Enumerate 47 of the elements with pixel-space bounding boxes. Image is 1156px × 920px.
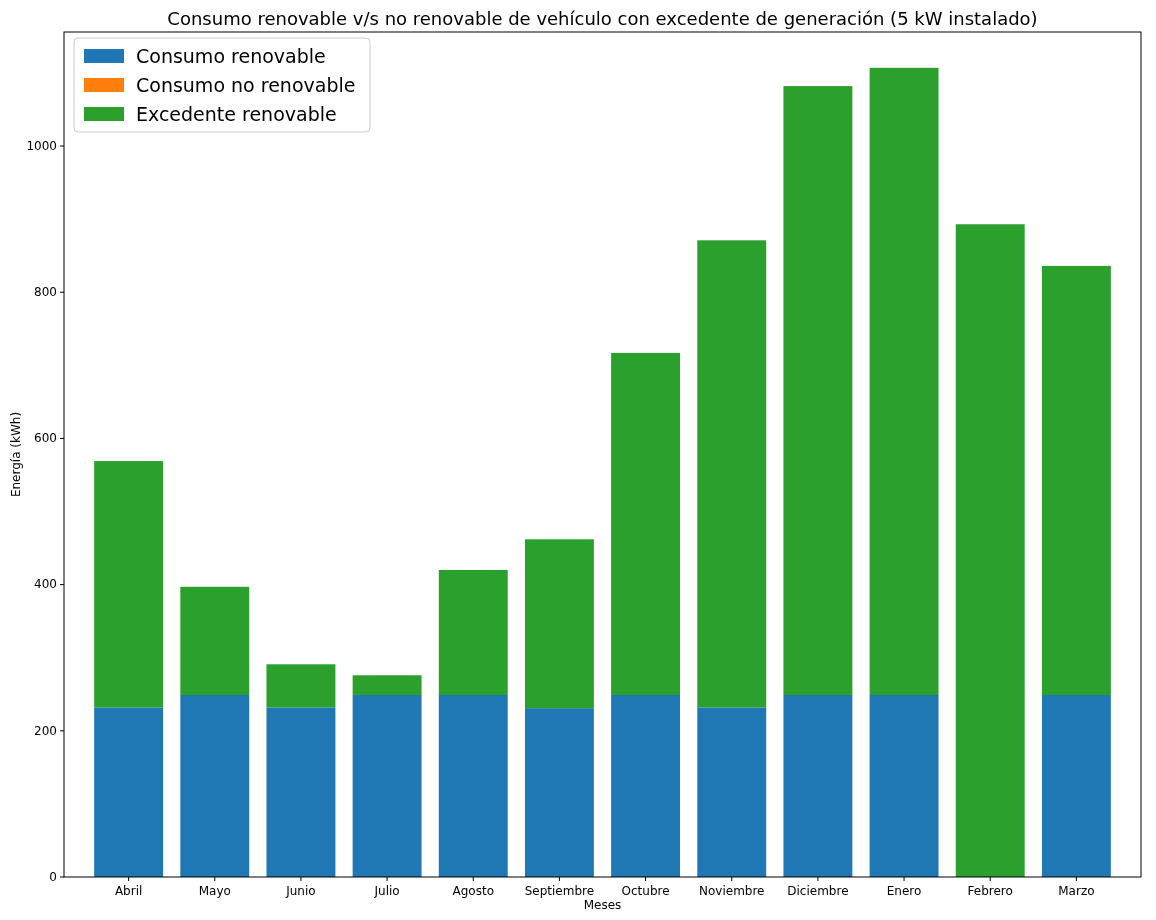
legend-label: Excedente renovable — [136, 102, 337, 125]
x-tick-label: Mayo — [198, 884, 231, 898]
y-axis-title: Energía (kWh) — [9, 411, 23, 498]
bar — [783, 694, 853, 877]
bar — [955, 224, 1025, 877]
x-tick-label: Octubre — [621, 884, 670, 898]
y-tick-label: 0 — [49, 869, 57, 884]
x-tick-label: Julio — [373, 884, 400, 898]
y-tick-label: 600 — [34, 431, 57, 446]
bar — [266, 664, 336, 708]
x-tick-label: Junio — [285, 884, 316, 898]
bar — [180, 586, 250, 695]
bar — [352, 694, 422, 877]
bar — [266, 707, 336, 877]
bar — [1041, 265, 1111, 695]
bar — [352, 675, 422, 695]
x-tick-label: Febrero — [967, 884, 1013, 898]
bar — [94, 461, 164, 708]
bar — [697, 707, 767, 877]
y-tick-label: 200 — [34, 723, 57, 738]
x-tick-label: Agosto — [452, 884, 494, 898]
x-axis-title: Meses — [583, 898, 622, 912]
x-tick-label: Diciembre — [787, 884, 849, 898]
bar — [1041, 694, 1111, 877]
bar — [783, 86, 853, 695]
bar — [180, 694, 250, 877]
x-tick-label: Septiembre — [524, 884, 595, 898]
y-tick-label: 800 — [34, 285, 57, 300]
y-tick-label: 1000 — [26, 138, 57, 153]
legend-label: Consumo no renovable — [136, 73, 356, 96]
bar — [697, 240, 767, 708]
bar — [94, 707, 164, 877]
x-tick-label: Enero — [886, 884, 922, 898]
bar — [524, 708, 594, 877]
chart-title: Consumo renovable v/s no renovable de vehículo con excedente de generación (5 kW instalado) — [167, 8, 1038, 29]
bar — [524, 539, 594, 709]
x-tick-label: Marzo — [1058, 884, 1095, 898]
legend-label: Consumo renovable — [136, 44, 326, 67]
bar — [869, 67, 939, 695]
x-tick-label: Abril — [114, 884, 143, 898]
bar — [438, 569, 508, 695]
bar — [611, 352, 681, 695]
x-tick-label: Noviembre — [698, 884, 765, 898]
y-tick-label: 400 — [34, 577, 57, 592]
bar — [869, 694, 939, 877]
bar — [438, 694, 508, 877]
bar — [611, 694, 681, 877]
